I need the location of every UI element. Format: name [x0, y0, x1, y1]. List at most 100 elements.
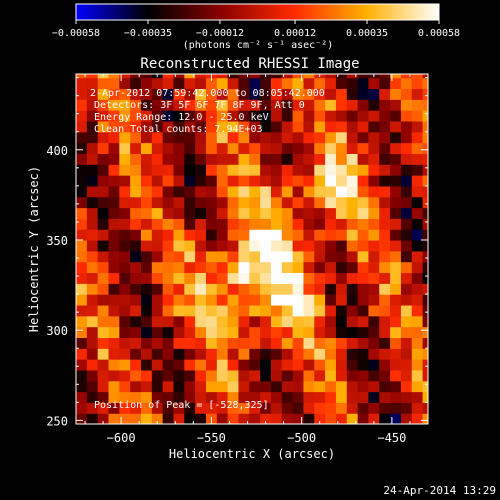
heatmap-cell	[314, 359, 326, 371]
heatmap-cell	[303, 153, 315, 165]
heatmap-cell	[173, 391, 185, 403]
heatmap-cell	[314, 413, 326, 424]
heatmap-cell	[411, 283, 424, 295]
heatmap-cell	[270, 110, 283, 122]
heatmap-cell	[325, 229, 337, 241]
heatmap-cell	[97, 402, 110, 414]
heatmap-cell	[270, 250, 283, 263]
heatmap-cell	[357, 131, 370, 144]
heatmap-cell	[379, 413, 391, 424]
heatmap-cell	[346, 74, 359, 79]
heatmap-cell	[195, 164, 207, 176]
heatmap-cell	[400, 218, 413, 230]
heatmap-cell	[76, 239, 88, 252]
heatmap-cell	[422, 131, 428, 144]
heatmap-cell	[216, 164, 229, 176]
heatmap-cell	[184, 142, 196, 154]
heatmap-cell	[238, 196, 250, 209]
heatmap-cell	[368, 348, 380, 360]
heatmap-cell	[86, 239, 99, 252]
heatmap-cell	[86, 196, 99, 209]
heatmap-cell	[130, 391, 142, 403]
heatmap-cell	[260, 380, 272, 393]
heatmap-cell	[227, 413, 240, 424]
heatmap-cell	[335, 391, 348, 403]
heatmap-cell	[130, 74, 142, 79]
heatmap-cell	[97, 120, 110, 133]
heatmap-cell	[173, 239, 185, 252]
heatmap-cell	[97, 207, 110, 219]
heatmap-cell	[260, 153, 272, 165]
heatmap-cell	[325, 175, 337, 187]
heatmap-cell	[346, 142, 359, 154]
heatmap-cell	[390, 239, 402, 252]
heatmap-cell	[238, 402, 250, 414]
heatmap-cell	[422, 153, 428, 165]
heatmap-cell	[162, 207, 175, 219]
heatmap-cell	[140, 153, 153, 165]
heatmap-cell	[97, 239, 110, 252]
heatmap-cell	[184, 164, 196, 176]
heatmap-cell	[119, 131, 131, 144]
heatmap-cell	[205, 218, 218, 230]
heatmap-cell	[281, 229, 294, 241]
heatmap-cell	[314, 315, 326, 328]
heatmap-cell	[303, 402, 315, 414]
footer-timestamp: 24-Apr-2014 13:29	[383, 484, 496, 497]
heatmap-cell	[422, 77, 428, 90]
heatmap-cell	[238, 337, 250, 349]
heatmap-cell	[303, 185, 315, 198]
heatmap-cell	[238, 99, 250, 111]
heatmap-cell	[173, 175, 185, 187]
heatmap-cell	[379, 402, 391, 414]
heatmap-cell	[281, 153, 294, 165]
heatmap-cell	[119, 99, 131, 111]
heatmap-cell	[184, 304, 196, 317]
heatmap-cell	[390, 99, 402, 111]
heatmap-cell	[108, 131, 120, 144]
heatmap-cell	[140, 77, 153, 90]
heatmap-cell	[184, 326, 196, 339]
heatmap-cell	[173, 315, 185, 328]
heatmap-cell	[216, 185, 229, 198]
heatmap-cell	[86, 380, 99, 393]
heatmap-cell	[400, 77, 413, 90]
heatmap-cell	[390, 337, 402, 349]
heatmap-cell	[119, 153, 131, 165]
heatmap-cell	[379, 218, 391, 230]
heatmap-cell	[270, 74, 283, 79]
heatmap-cell	[76, 337, 88, 349]
heatmap-cell	[260, 326, 272, 339]
heatmap-cell	[76, 391, 88, 403]
heatmap-cell	[119, 380, 131, 393]
heatmap-cell	[314, 380, 326, 393]
heatmap-cell	[260, 369, 272, 382]
heatmap-cell	[335, 110, 348, 122]
heatmap-cell	[97, 88, 110, 100]
heatmap-cell	[173, 207, 185, 219]
heatmap-cell	[346, 110, 359, 122]
heatmap-cell	[184, 131, 196, 144]
heatmap-cell	[368, 402, 380, 414]
heatmap-cell	[368, 110, 380, 122]
heatmap-cell	[281, 207, 294, 219]
heatmap-cell	[335, 164, 348, 176]
heatmap-cell	[249, 326, 261, 339]
heatmap-cell	[97, 131, 110, 144]
heatmap-cell	[195, 283, 207, 295]
heatmap-cell	[292, 196, 305, 209]
heatmap-cell	[140, 142, 153, 154]
heatmap-cell	[303, 164, 315, 176]
heatmap-cell	[411, 88, 424, 100]
heatmap-cell	[195, 294, 207, 306]
heatmap-cell	[379, 229, 391, 241]
heatmap-cell	[303, 77, 315, 90]
heatmap-cell	[379, 304, 391, 317]
heatmap-cell	[130, 142, 142, 154]
heatmap-cell	[227, 359, 240, 371]
heatmap-cell	[249, 175, 261, 187]
heatmap-cell	[151, 120, 164, 133]
heatmap-cell	[303, 413, 315, 424]
heatmap-cell	[357, 283, 370, 295]
heatmap-cell	[411, 337, 424, 349]
